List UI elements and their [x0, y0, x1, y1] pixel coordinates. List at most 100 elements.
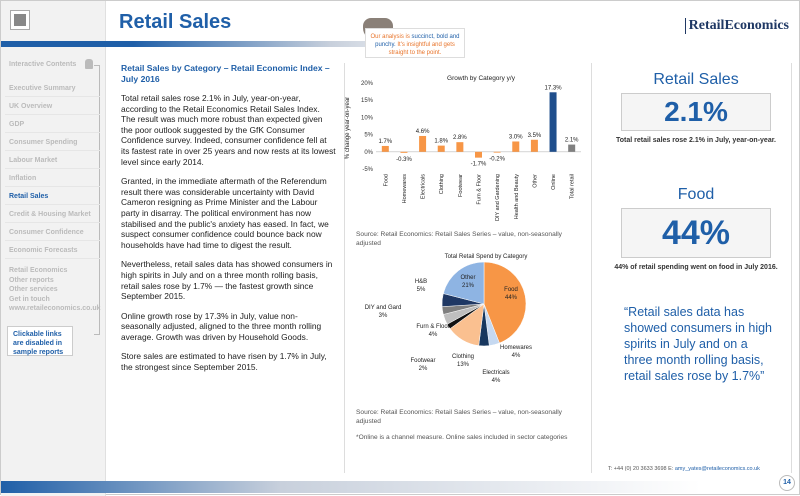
- y-tick-label: 15%: [361, 98, 374, 104]
- article-paragraph: Store sales are estimated to have risen …: [121, 351, 327, 373]
- bar: [475, 151, 482, 158]
- x-tick-label: Homewares: [402, 174, 408, 204]
- x-tick-label: Electricals: [421, 174, 427, 199]
- chart-title: Growth by Category y/y: [447, 75, 516, 82]
- x-tick-label: DIY and Gardening: [495, 174, 501, 221]
- bar: [437, 145, 445, 152]
- data-label: -0.3%: [396, 157, 412, 163]
- pie-source: Source: Retail Economics: Retail Sales S…: [356, 409, 562, 425]
- data-label: 3.0%: [509, 134, 523, 140]
- bar: [549, 92, 557, 152]
- kpi-value: 44%: [621, 208, 771, 258]
- x-tick-label: Online: [551, 174, 557, 190]
- sidebar-link[interactable]: Other services: [9, 286, 58, 293]
- chart-title: Total Retail Spend by Category: [445, 254, 528, 260]
- y-tick-label: 10%: [361, 115, 374, 121]
- sidebar-link[interactable]: www.retaileconomics.co.uk: [9, 305, 101, 312]
- y-tick-label: 5%: [364, 133, 373, 139]
- sidebar-link[interactable]: Retail Economics: [9, 267, 68, 274]
- kpi-value: 2.1%: [621, 93, 771, 131]
- data-label: 1.7%: [378, 139, 392, 145]
- pull-quote: “Retail sales data has showed consumers …: [624, 305, 772, 383]
- slice-value: 13%: [457, 362, 470, 368]
- article-paragraph: Granted, in the immediate aftermath of t…: [121, 176, 329, 250]
- article-heading: Retail Sales by Category – Retail Econom…: [121, 63, 330, 84]
- article-paragraph: Nevertheless, retail sales data has show…: [121, 259, 333, 302]
- sidebar-item-uk-overview[interactable]: UK Overview: [5, 99, 100, 115]
- slice-label: Other: [460, 275, 475, 281]
- bar: [493, 151, 501, 153]
- slice-label: Homewares: [500, 345, 532, 351]
- article-paragraph: Online growth rose by 17.3% in July, val…: [121, 310, 322, 342]
- kpi-retail-sales: Retail Sales 2.1% Total retail sales ros…: [615, 71, 777, 144]
- sidebar-item-labour-market[interactable]: Labour Market: [5, 153, 100, 169]
- bar: [381, 145, 389, 152]
- data-label: 1.8%: [434, 139, 448, 145]
- article: Retail Sales by Category – Retail Econom…: [121, 63, 336, 382]
- pie-slice: [483, 261, 527, 344]
- retail-economics-logo: RetailEconomics: [684, 18, 789, 34]
- data-label: 4.6%: [416, 129, 430, 135]
- lock-icon: [85, 59, 93, 69]
- x-tick-label: Total retail: [570, 174, 576, 199]
- shopping-bag-icon: [10, 10, 30, 30]
- x-tick-label: Health and Beauty: [514, 174, 520, 220]
- sidebar-item-credit-housing-market[interactable]: Credit & Housing Market: [5, 207, 100, 223]
- bar: [400, 151, 408, 153]
- slice-value: 4%: [492, 378, 501, 384]
- sidebar-item-gdp[interactable]: GDP: [5, 117, 100, 133]
- pie-slice: [443, 261, 485, 305]
- slice-label: H&B: [415, 279, 427, 285]
- slice-value: 44%: [505, 295, 518, 301]
- sidebar-item-retail-sales[interactable]: Retail Sales: [5, 189, 100, 205]
- data-label: 2.8%: [453, 135, 467, 141]
- x-tick-label: Furn & Floor: [477, 174, 483, 205]
- x-tick-label: Footwear: [458, 174, 464, 197]
- contact-info: T: +44 (0) 20 3633 3698 E: amy_yates@ret…: [608, 466, 760, 472]
- sidebar-item-economic-forecasts[interactable]: Economic Forecasts: [5, 243, 100, 259]
- kpi-food: Food 44% 44% of retail spending went on …: [614, 186, 778, 271]
- contents-bracket: [94, 65, 100, 335]
- online-note: *Online is a channel measure. Online sal…: [356, 434, 568, 441]
- sidebar-item-consumer-spending[interactable]: Consumer Spending: [5, 135, 100, 151]
- bar: [456, 142, 464, 152]
- slice-value: 21%: [462, 283, 475, 289]
- x-tick-label: Clothing: [439, 174, 445, 194]
- growth-bar-chart: Growth by Category y/y % change year-on-y…: [345, 75, 581, 221]
- slice-value: 2%: [419, 366, 428, 372]
- bar: [530, 139, 538, 152]
- slice-value: 4%: [512, 353, 521, 359]
- article-paragraph: Total retail sales rose 2.1% in July, ye…: [121, 93, 336, 167]
- sidebar-link[interactable]: Other reports: [9, 276, 54, 284]
- x-tick-label: Food: [383, 174, 389, 187]
- slice-label: Furn & Floor: [416, 324, 449, 330]
- slice-value: 3%: [379, 313, 388, 319]
- sidebar-item-executive-summary[interactable]: Executive Summary: [5, 81, 100, 97]
- data-label: 17.3%: [545, 85, 563, 91]
- y-tick-label: -5%: [362, 167, 373, 173]
- spend-pie-chart: Total Retail Spend by Category Food 44% Hom…: [365, 254, 532, 384]
- slice-label: Footwear: [410, 358, 435, 364]
- y-tick-label: 0%: [364, 150, 373, 156]
- slice-label: Clothing: [452, 354, 474, 360]
- page-number: 14: [779, 475, 795, 491]
- bar: [419, 135, 427, 152]
- email-link[interactable]: amy_yates@retaileconomics.co.uk: [674, 466, 760, 472]
- bar: [568, 144, 576, 152]
- x-tick-label: Other: [532, 174, 538, 188]
- sidebar-item-inflation[interactable]: Inflation: [5, 171, 100, 187]
- page-title: Retail Sales: [119, 11, 232, 33]
- data-label: 2.1%: [565, 138, 579, 144]
- callout-box: Our analysis is succinct, bold and punch…: [365, 28, 465, 58]
- sidebar-link[interactable]: Get in touch: [9, 295, 50, 303]
- y-axis-label: % change year-on-year: [345, 97, 351, 159]
- sidebar: Interactive Contents Executive Summary UK…: [1, 1, 106, 496]
- bar-source: Source: Retail Economics: Retail Sales S…: [356, 231, 562, 247]
- data-label: -0.2%: [489, 156, 505, 162]
- slice-value: 4%: [429, 332, 438, 338]
- disabled-links-note: Clickable links are disabled in sample r…: [7, 326, 73, 356]
- y-tick-label: 20%: [361, 81, 374, 87]
- bar: [512, 141, 520, 152]
- sidebar-item-consumer-confidence[interactable]: Consumer Confidence: [5, 225, 100, 241]
- slice-value: 5%: [417, 287, 426, 293]
